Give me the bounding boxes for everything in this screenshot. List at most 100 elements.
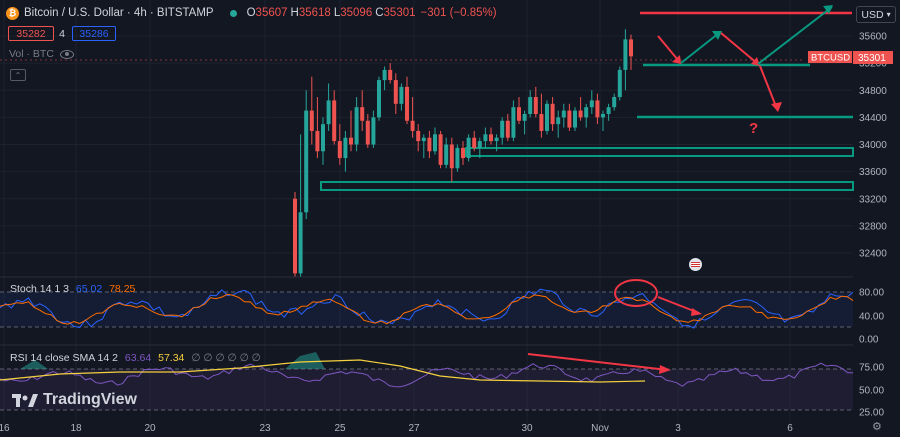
candle-body bbox=[556, 117, 561, 125]
time-scale-label: 6 bbox=[787, 423, 793, 434]
time-scale-label: 25 bbox=[334, 423, 346, 434]
time-scale-label: 30 bbox=[521, 423, 533, 434]
candle-body bbox=[567, 110, 572, 128]
time-scale[interactable]: 16 18 20 23 25 27 30 Nov 3 6 bbox=[0, 423, 793, 434]
stoch-k-value: 65.02 bbox=[75, 283, 103, 295]
arrow-head bbox=[712, 31, 722, 40]
eye-hidden-icon[interactable] bbox=[59, 49, 74, 59]
rsi-legend[interactable]: RSI 14 close SMA 14 2 63.64 57.34 ∅ ∅ ∅ … bbox=[10, 352, 261, 364]
candle-body bbox=[573, 110, 577, 128]
candle-body bbox=[438, 134, 443, 165]
candle-body bbox=[483, 134, 488, 142]
arrow-head bbox=[771, 102, 782, 112]
stoch-d-value: 78.25 bbox=[109, 283, 136, 295]
candle-body bbox=[517, 107, 521, 121]
candle-body bbox=[309, 110, 314, 131]
us-flag-event-icon[interactable] bbox=[689, 258, 702, 271]
spread-value: 4 bbox=[59, 27, 65, 40]
stoch-scale-label: 80.00 bbox=[859, 288, 884, 299]
currency-label: USD bbox=[861, 8, 884, 21]
candle-body bbox=[589, 100, 594, 108]
stoch-band bbox=[0, 292, 853, 327]
candle-body bbox=[578, 110, 583, 118]
candle-body bbox=[427, 137, 432, 152]
candle-body bbox=[365, 120, 370, 145]
rsi-band bbox=[0, 369, 853, 410]
symbol-title[interactable]: Bitcoin / U.S. Dollar · 4h · BITSTAMP bbox=[24, 7, 214, 19]
stoch-pane[interactable] bbox=[0, 276, 854, 329]
currency-button[interactable]: USD ▾ bbox=[856, 6, 896, 23]
price-scale-label: 33600 bbox=[859, 167, 887, 178]
candle-body bbox=[584, 107, 589, 118]
scenario-up-1 bbox=[680, 32, 720, 64]
symbol-header: ₿ Bitcoin / U.S. Dollar · 4h · BITSTAMP … bbox=[6, 4, 497, 22]
tradingview-logo-icon bbox=[12, 393, 38, 407]
time-scale-label: 18 bbox=[70, 423, 82, 434]
time-scale-label: 23 bbox=[259, 423, 271, 434]
stoch-legend[interactable]: Stoch 14 1 3 65.02 78.25 bbox=[10, 283, 135, 295]
candle-body bbox=[629, 39, 633, 57]
candle-body bbox=[606, 107, 611, 114]
time-scale-label: Nov bbox=[591, 423, 609, 434]
price-scale-label: 32400 bbox=[859, 249, 887, 260]
arrow-head bbox=[823, 5, 833, 14]
rsi-value: 63.64 bbox=[124, 352, 152, 364]
collapse-legend-icon[interactable]: ⌃ bbox=[10, 69, 26, 81]
candle-body bbox=[601, 113, 605, 118]
time-scale-label: 16 bbox=[0, 423, 10, 434]
support-zone-upper bbox=[465, 147, 854, 157]
rsi-na-values: ∅ ∅ ∅ ∅ ∅ ∅ bbox=[191, 352, 261, 364]
rsi-scale-label: 25.00 bbox=[859, 408, 884, 419]
candle-body bbox=[461, 147, 465, 159]
gear-icon[interactable]: ⚙ bbox=[872, 421, 882, 433]
scenario-down-1 bbox=[720, 32, 759, 65]
last-price-tag: 35301 bbox=[858, 53, 886, 64]
candle-body bbox=[343, 137, 348, 159]
stoch-scale-label: 0.00 bbox=[859, 335, 879, 346]
arrow-head bbox=[691, 308, 702, 316]
last-price-tag-bg bbox=[853, 51, 893, 64]
candle-body bbox=[360, 107, 365, 121]
stoch-highlight-circle bbox=[614, 279, 658, 307]
candle-body bbox=[511, 107, 516, 138]
candle-body bbox=[326, 100, 331, 125]
symbol-tag: BTCUSD bbox=[811, 53, 850, 64]
candle-body bbox=[332, 100, 337, 142]
rsi-scale-label: 75.00 bbox=[859, 363, 884, 374]
candle-body bbox=[472, 137, 477, 148]
rsi-overbought-fill bbox=[285, 352, 325, 369]
tradingview-wordmark: TradingView bbox=[43, 391, 137, 408]
price-scale-label: 34400 bbox=[859, 113, 887, 124]
candle-body bbox=[349, 137, 353, 145]
rsi-pane[interactable] bbox=[0, 344, 853, 411]
candle-body bbox=[388, 69, 393, 81]
candle-body bbox=[377, 80, 381, 118]
sell-price-button[interactable]: 35282 bbox=[8, 26, 54, 41]
candle-body bbox=[623, 39, 628, 70]
rsi-label: RSI 14 close SMA 14 2 bbox=[10, 352, 118, 364]
candle-body bbox=[449, 144, 454, 169]
tradingview-logo[interactable]: TradingView bbox=[12, 391, 137, 409]
time-scale-label: 3 bbox=[675, 423, 681, 434]
chart-grid bbox=[0, 0, 853, 423]
price-scale-label: 32800 bbox=[859, 221, 887, 232]
candle-body bbox=[416, 130, 421, 142]
candle-body bbox=[522, 113, 527, 121]
rsi-sma-line bbox=[0, 359, 646, 383]
rsi-arrow bbox=[527, 353, 669, 371]
candle-body bbox=[545, 103, 549, 131]
candle-body bbox=[393, 80, 398, 104]
candle-body bbox=[293, 198, 297, 274]
candle-body bbox=[304, 110, 309, 213]
candle-body bbox=[528, 97, 533, 114]
candle-body bbox=[382, 69, 387, 81]
ohlc-high-value: 35618 bbox=[298, 7, 331, 19]
candle-body bbox=[399, 86, 404, 104]
candle-body bbox=[494, 137, 499, 142]
candle-body bbox=[477, 141, 482, 148]
buy-price-button[interactable]: 35286 bbox=[72, 26, 116, 41]
candle-body bbox=[595, 100, 600, 118]
price-scale[interactable]: 35600 35200 34800 34400 34000 33600 33200 32800… bbox=[859, 32, 887, 419]
question-mark: ? bbox=[749, 120, 758, 137]
